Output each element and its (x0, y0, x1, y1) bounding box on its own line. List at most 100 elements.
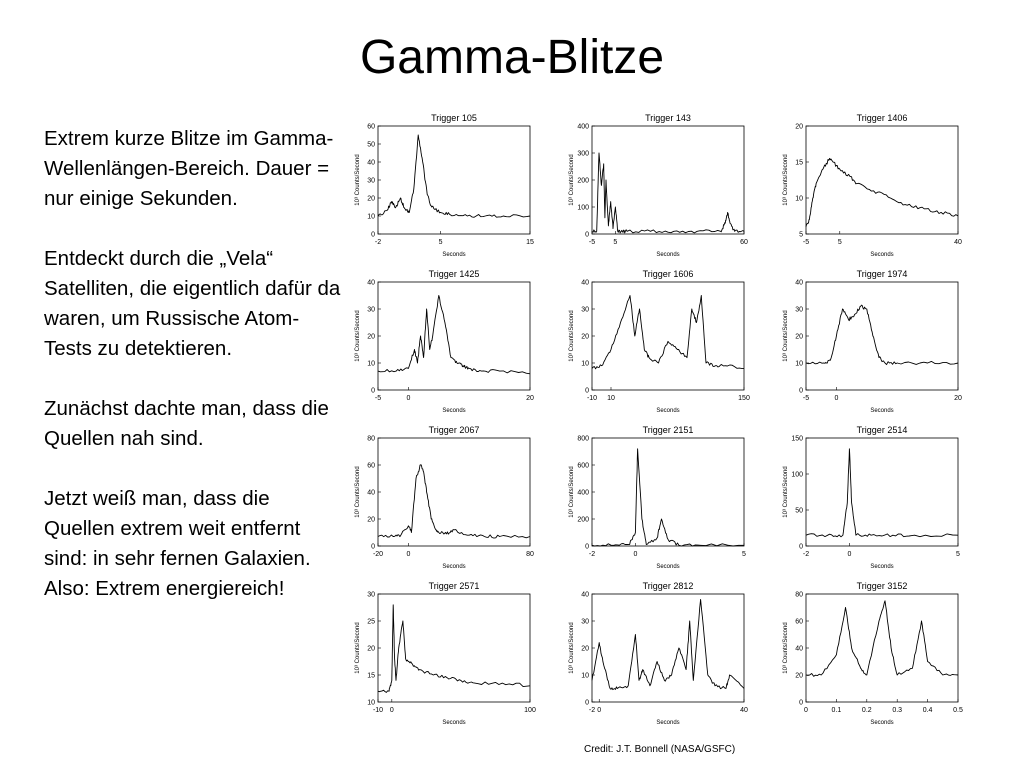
x-tick-label: 0.4 (923, 707, 933, 714)
chart-title: Trigger 3152 (857, 581, 908, 591)
y-tick-label: 20 (367, 646, 375, 653)
y-tick-label: 40 (367, 490, 375, 497)
x-axis-label: Seconds (870, 252, 893, 258)
y-tick-label: 80 (367, 436, 375, 443)
plot-frame (377, 125, 531, 235)
y-tick-label: 400 (577, 124, 589, 131)
y-tick-label: 40 (581, 592, 589, 599)
y-tick-label: 100 (577, 205, 589, 212)
x-tick-label: 5 (742, 551, 746, 558)
y-axis-label: 10³ Counts/Second (783, 622, 789, 673)
x-tick-label: 10 (607, 395, 615, 402)
plot-frame (805, 437, 959, 547)
y-tick-label: 80 (795, 592, 803, 599)
y-tick-label: 60 (367, 463, 375, 470)
series-line (591, 152, 745, 234)
y-tick-label: 30 (581, 619, 589, 626)
y-tick-label: 600 (577, 463, 589, 470)
chart-title: Trigger 1425 (429, 269, 480, 279)
series-line (805, 157, 959, 227)
series-line (591, 598, 745, 691)
y-tick-label: 20 (795, 334, 803, 341)
plot-frame (591, 593, 745, 703)
y-tick-label: 50 (367, 142, 375, 149)
y-tick-label: 30 (367, 307, 375, 314)
y-tick-label: 0 (799, 544, 803, 551)
y-axis-label: 10³ Counts/Second (355, 466, 361, 517)
x-axis-label: Seconds (442, 720, 465, 726)
x-axis-label: Seconds (656, 252, 679, 258)
x-axis-label: Seconds (442, 252, 465, 258)
x-tick-label: 0 (406, 551, 410, 558)
x-tick-label: -10 (373, 707, 383, 714)
chart-11: Trigger 2812 Seconds 10³ Counts/Second -2 0 4… (569, 581, 748, 726)
x-tick-label: 5 (613, 239, 617, 246)
x-tick-label: -5 (589, 239, 595, 246)
x-axis-label: Seconds (870, 720, 893, 726)
x-tick-label: -2 (803, 551, 809, 558)
y-tick-label: 0 (371, 388, 375, 395)
y-tick-label: 20 (367, 517, 375, 524)
x-tick-label: 0.2 (862, 707, 872, 714)
chart-title: Trigger 2514 (857, 425, 908, 435)
y-tick-label: 10 (795, 196, 803, 203)
x-tick-label: 0.1 (832, 707, 842, 714)
x-tick-label: 15 (526, 239, 534, 246)
chart-5: Trigger 1606 Seconds 10³ Counts/Second -10 1… (569, 269, 750, 414)
y-tick-label: 20 (581, 646, 589, 653)
x-tick-label: 0 (390, 707, 394, 714)
chart-12: Trigger 3152 Seconds 10³ Counts/Second 0 0.1… (783, 581, 963, 726)
x-tick-label: 100 (524, 707, 536, 714)
series-line (377, 134, 531, 218)
x-tick-label: 80 (526, 551, 534, 558)
paragraph-4: Jetzt weiß man, dass die Quellen extrem … (44, 487, 311, 600)
y-tick-label: 60 (367, 124, 375, 131)
x-axis-label: Seconds (870, 408, 893, 414)
x-tick-label: -2 (589, 551, 595, 558)
y-tick-label: 30 (367, 178, 375, 185)
y-tick-label: 150 (791, 436, 803, 443)
plot-frame (377, 593, 531, 703)
y-tick-label: 0 (585, 388, 589, 395)
y-tick-label: 20 (795, 124, 803, 131)
y-tick-label: 10 (795, 361, 803, 368)
x-tick-label: -2 (375, 239, 381, 246)
series-line (805, 448, 959, 538)
y-tick-label: 300 (577, 151, 589, 158)
x-tick-label: 0.5 (953, 707, 963, 714)
series-line (377, 604, 531, 693)
y-tick-label: 0 (585, 232, 589, 239)
plot-frame (805, 281, 959, 391)
slide-title: Gamma-Blitze (359, 31, 665, 84)
x-tick-label: -20 (373, 551, 383, 558)
y-tick-label: 200 (577, 178, 589, 185)
series-line (377, 295, 531, 375)
chart-title: Trigger 105 (431, 113, 477, 123)
y-tick-label: 30 (367, 592, 375, 599)
x-tick-label: 40 (954, 239, 962, 246)
chart-title: Trigger 143 (645, 113, 691, 123)
y-tick-label: 0 (585, 544, 589, 551)
chart-title: Trigger 1606 (643, 269, 694, 279)
x-tick-label: 60 (740, 239, 748, 246)
x-tick-label: 40 (740, 707, 748, 714)
y-axis-label: 10³ Counts/Second (355, 154, 361, 205)
x-tick-label: 0 (804, 707, 808, 714)
x-tick-label: 5 (838, 239, 842, 246)
x-axis-label: Seconds (870, 564, 893, 570)
plot-frame (377, 281, 531, 391)
y-tick-label: 10 (367, 214, 375, 221)
chart-10: Trigger 2571 Seconds 10³ Counts/Second -10 0… (355, 581, 536, 726)
y-axis-label: 10³ Counts/Second (569, 466, 575, 517)
slide-body: Extrem kurze Blitze im Gamma-Wellenlänge… (44, 124, 344, 634)
x-tick-label: 0.3 (892, 707, 902, 714)
y-tick-label: 20 (795, 673, 803, 680)
chart-title: Trigger 2571 (429, 581, 480, 591)
series-line (805, 304, 959, 366)
x-tick-label: -5 (375, 395, 381, 402)
x-tick-label: 150 (738, 395, 750, 402)
